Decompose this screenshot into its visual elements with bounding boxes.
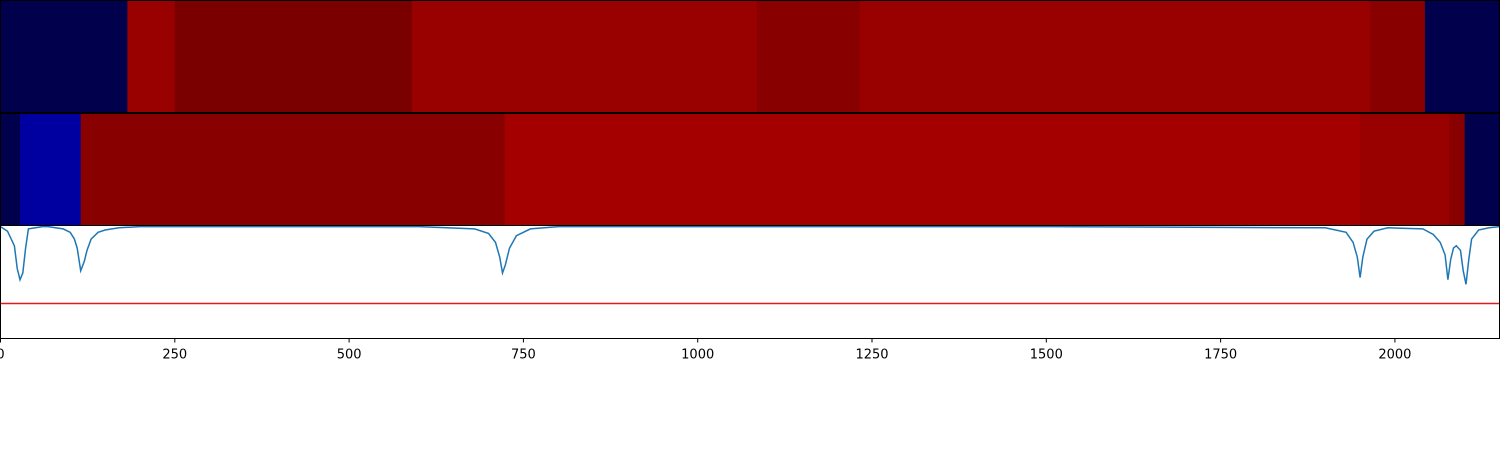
x-tick-label-250: 250 [162,348,187,363]
x-tick-label-1750: 1750 [1204,348,1237,363]
middle-band-segment-3 [504,113,1361,226]
x-tick-label-1250: 1250 [855,348,888,363]
x-axis: 0 250 500 750 1000 1250 1500 1750 2000 [0,338,1411,363]
top-band-segment-7 [1424,0,1500,113]
x-tick-label-500: 500 [337,348,362,363]
top-band-segment-2 [174,0,413,113]
middle-band-segment-6 [1464,113,1500,226]
middle-band-segment-5 [1449,113,1466,226]
top-band-segment-4 [756,0,861,113]
x-tick-label-1500: 1500 [1030,348,1063,363]
heatmap-middle-band [0,113,1500,226]
signal-frame [0,225,1500,339]
signal-panel [0,225,1500,305]
top-band-segment-0 [0,0,128,113]
heatmap-top-band [0,0,1500,113]
top-band-segment-5 [859,0,1372,113]
top-band-segment-6 [1370,0,1426,113]
middle-band-segment-1 [20,113,82,226]
middle-band-segment-2 [80,113,506,226]
x-tick-label-2000: 2000 [1378,348,1411,363]
x-tick-label-0: 0 [0,348,5,363]
x-tick-label-750: 750 [511,348,536,363]
x-tick-label-1000: 1000 [681,348,714,363]
top-band-segment-1 [127,0,176,113]
signal-line [0,225,1500,285]
middle-band-segment-4 [1360,113,1450,226]
top-band-segment-3 [411,0,758,113]
middle-band-segment-0 [0,113,21,226]
